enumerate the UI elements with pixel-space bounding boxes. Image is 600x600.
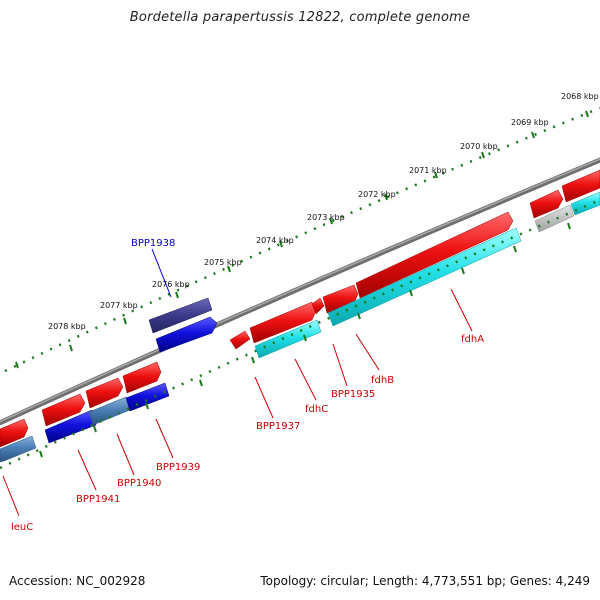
genome-backbone (0, 157, 600, 426)
gene-fdha[interactable] (355, 211, 514, 299)
forward-gene-track (0, 169, 600, 448)
accession-text: Accession: NC_002928 (9, 574, 146, 588)
kbp-inner-major-ticks (39, 222, 571, 458)
gene-bpp1935[interactable] (311, 297, 325, 315)
gene-fdhb[interactable] (322, 284, 359, 314)
gene-label-bpp1940[interactable]: BPP1940 (117, 478, 161, 489)
kbp-label: 2072 kbp (358, 190, 396, 199)
gene-bpp1941-cds[interactable] (44, 409, 97, 444)
gene-bpp1937[interactable] (229, 330, 251, 350)
genome-summary-text: Topology: circular; Length: 4,773,551 bp… (260, 574, 590, 588)
gene-label-fdha[interactable]: fdhA (461, 334, 484, 345)
gene-bpp1939[interactable] (122, 361, 162, 394)
kbp-label: 2075 kbp (204, 258, 242, 267)
gene-label-bpp1935[interactable]: BPP1935 (331, 389, 375, 400)
gene-bpp1938[interactable] (148, 297, 213, 334)
kbp-label: 2074 kbp (256, 236, 294, 245)
kbp-label: 2078 kbp (48, 322, 86, 331)
feature-cds-fdhc[interactable] (254, 319, 322, 359)
gene-fdhc[interactable] (249, 301, 317, 344)
feature-cds-upstream[interactable] (534, 204, 575, 233)
gene-label-leuc[interactable]: leuC (11, 522, 33, 533)
gene-upstream-2[interactable] (561, 169, 600, 203)
feature-track (0, 191, 600, 463)
kbp-label: 2077 kbp (100, 301, 138, 310)
kbp-label: 2071 kbp (409, 166, 447, 175)
feature-cds-leuc[interactable] (0, 435, 37, 463)
label-leaders (2, 248, 473, 517)
feature-cds-upstream-2[interactable] (570, 191, 600, 216)
gene-label-bpp1938[interactable]: BPP1938 (131, 238, 175, 249)
page-title: Bordetella parapertussis 12822, complete… (129, 10, 471, 25)
kbp-label: 2069 kbp (511, 118, 549, 127)
gene-bpp1941[interactable] (41, 393, 86, 427)
kbp-label: 2073 kbp (307, 213, 345, 222)
gene-label-bpp1937[interactable]: BPP1937 (256, 421, 300, 432)
gene-label-fdhb[interactable]: fdhB (371, 375, 394, 386)
gene-label-bpp1939[interactable]: BPP1939 (156, 462, 200, 473)
kbp-label: 2070 kbp (460, 142, 498, 151)
gene-label-fdhc[interactable]: fdhC (305, 404, 328, 415)
gene-upstream-1[interactable] (529, 189, 564, 219)
kbp-label: 2068 kbp (561, 92, 599, 101)
gene-label-bpp1941[interactable]: BPP1941 (76, 494, 120, 505)
gene-bpp1938-cds[interactable] (155, 316, 218, 353)
gene-leuc[interactable] (0, 418, 29, 448)
kbp-major-ticks (15, 110, 589, 369)
feature-cds-fdha[interactable] (327, 227, 522, 327)
gene-bpp1940[interactable] (85, 377, 124, 409)
kbp-label: 2076 kbp (152, 280, 190, 289)
